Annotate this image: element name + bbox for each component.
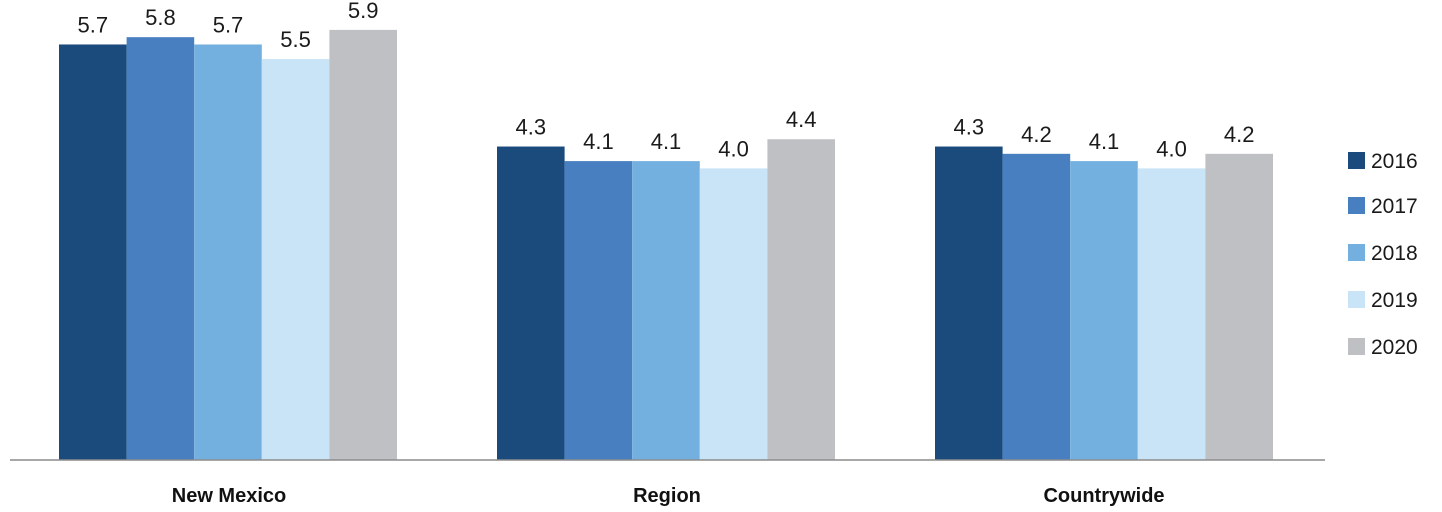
- legend-swatch: [1348, 197, 1365, 214]
- category-label: Region: [633, 485, 701, 507]
- bar: [1002, 153, 1071, 460]
- value-label: 4.2: [1021, 122, 1052, 147]
- bar: [699, 168, 768, 460]
- bar: [261, 59, 330, 461]
- legend-swatch: [1348, 338, 1365, 355]
- value-label: 4.1: [651, 129, 682, 154]
- legend-label: 2016: [1371, 150, 1418, 173]
- legend-label: 2017: [1371, 195, 1418, 218]
- value-label: 4.0: [718, 136, 749, 161]
- value-label: 4.4: [786, 107, 817, 132]
- category-label: Countrywide: [1043, 485, 1164, 507]
- value-labels-layer: 5.7 5.8 5.7 5.5 5.9 4.3 4.1 4.1 4.0 4.4 4.3 4.2 4.1 4…: [78, 0, 1255, 161]
- value-label: 4.1: [583, 129, 614, 154]
- bar: [59, 44, 127, 460]
- bar: [194, 44, 262, 460]
- legend-label: 2019: [1371, 289, 1418, 312]
- value-label: 4.3: [954, 115, 985, 140]
- legend-label: 2018: [1371, 242, 1418, 265]
- legend-label: 2020: [1371, 336, 1418, 359]
- value-label: 4.2: [1224, 122, 1255, 147]
- bar: [935, 146, 1003, 460]
- value-label: 5.7: [213, 12, 244, 37]
- value-label: 4.3: [516, 115, 547, 140]
- bars-layer: [59, 29, 1273, 461]
- bar: [329, 29, 397, 460]
- bar: [126, 37, 195, 461]
- bar: [1070, 161, 1138, 461]
- legend: 2016 2017 2018 2019 2020: [1348, 150, 1418, 359]
- value-label: 5.8: [145, 5, 176, 30]
- bar: [1137, 168, 1206, 460]
- bar: [497, 146, 565, 460]
- value-label: 5.7: [78, 12, 109, 37]
- category-label: New Mexico: [172, 485, 286, 507]
- bar: [767, 139, 835, 461]
- value-label: 4.1: [1089, 129, 1120, 154]
- bar: [632, 161, 700, 461]
- value-label: 4.0: [1156, 136, 1187, 161]
- bar: [1205, 153, 1273, 460]
- value-label: 5.5: [280, 27, 311, 52]
- category-labels-layer: New Mexico Region Countrywide: [172, 485, 1165, 507]
- bar: [564, 161, 633, 461]
- legend-swatch: [1348, 291, 1365, 308]
- legend-swatch: [1348, 152, 1365, 169]
- value-label: 5.9: [348, 0, 379, 23]
- legend-swatch: [1348, 244, 1365, 261]
